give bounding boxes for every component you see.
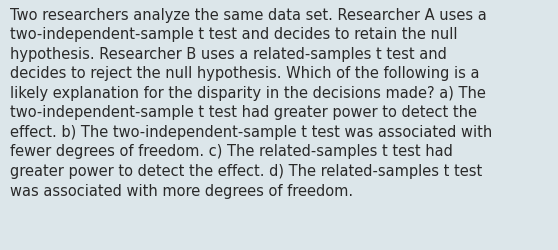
Text: Two researchers analyze the same data set. Researcher A uses a
two-independent-s: Two researchers analyze the same data se… — [10, 8, 492, 198]
